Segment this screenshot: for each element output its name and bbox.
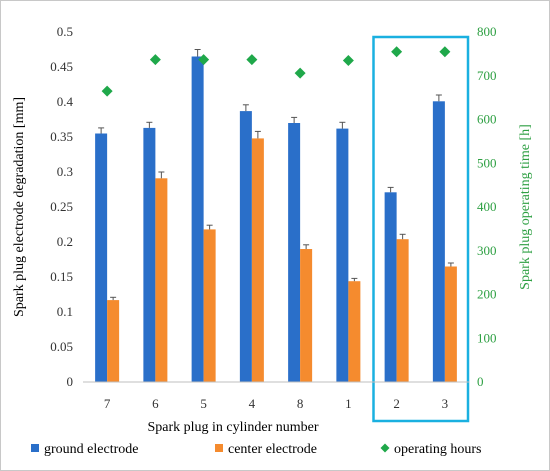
operating-hours-point [439, 46, 451, 58]
bar-center-electrode [107, 300, 120, 382]
bar-center-electrode [155, 178, 168, 382]
bar-ground-electrode [336, 128, 349, 382]
x-tick-label: 6 [152, 396, 159, 411]
highlight-box [372, 35, 470, 423]
x-tick-label: 4 [249, 396, 256, 411]
y-tick-label: 0.5 [57, 24, 73, 39]
y-tick-label: 0.1 [57, 304, 73, 319]
y2-tick-label: 600 [477, 112, 497, 127]
bar-center-electrode [251, 138, 264, 382]
x-tick-label: 7 [104, 396, 111, 411]
y2-tick-label: 300 [477, 243, 497, 258]
y2-tick-label: 500 [477, 155, 497, 170]
operating-hours-point [391, 46, 403, 58]
operating-hours-point [246, 54, 258, 66]
operating-hours-point [342, 54, 354, 66]
y-tick-label: 0.25 [50, 199, 73, 214]
operating-hours-point [294, 67, 306, 79]
y-tick-label: 0 [67, 374, 74, 389]
plot-area [95, 35, 470, 423]
y-tick-label: 0.4 [57, 94, 74, 109]
bar-center-electrode [396, 239, 409, 382]
bar-ground-electrode [191, 56, 204, 382]
bar-ground-electrode [239, 111, 252, 382]
y-tick-label: 0.3 [57, 164, 73, 179]
legend: ground electrode center electrode operatin… [31, 442, 481, 457]
bar-center-electrode [203, 229, 216, 382]
x-tick-label: 5 [200, 396, 207, 411]
y2-tick-label: 200 [477, 287, 497, 302]
y2-axis-title: Spark plug operating time [h] [518, 124, 533, 290]
bar-center-electrode [444, 266, 457, 382]
left-axis: 0 0.05 0.1 0.15 0.2 0.25 0.3 0.35 0.4 0.45 0.5 [50, 24, 73, 389]
bar-ground-electrode [95, 133, 108, 382]
x-axis-title: Spark plug in cylinder number [147, 420, 318, 435]
x-tick-label: 2 [393, 396, 400, 411]
y2-tick-label: 700 [477, 68, 497, 83]
legend-swatch [215, 444, 223, 452]
y-axis-title: Spark plug electrode degradation [mm] [12, 97, 27, 317]
y-tick-label: 0.35 [50, 129, 73, 144]
y2-tick-label: 100 [477, 330, 497, 345]
legend-label: center electrode [228, 442, 317, 457]
bar-center-electrode [300, 249, 313, 382]
bar-ground-electrode [432, 101, 445, 383]
operating-hours-point [198, 54, 210, 66]
operating-hours-point [101, 85, 113, 97]
y-tick-label: 0.15 [50, 269, 73, 284]
y-tick-label: 0.05 [50, 339, 73, 354]
bar-ground-electrode [384, 192, 397, 382]
legend-label: operating hours [394, 442, 481, 457]
legend-label: ground electrode [44, 442, 138, 457]
x-tick-label: 8 [297, 396, 304, 411]
bar-center-electrode [348, 281, 361, 382]
x-tick-label: 1 [345, 396, 352, 411]
y2-tick-label: 0 [477, 374, 484, 389]
y-tick-label: 0.45 [50, 59, 73, 74]
y2-tick-label: 800 [477, 24, 497, 39]
bar-ground-electrode [143, 127, 156, 383]
legend-swatch [31, 444, 39, 452]
y2-tick-label: 400 [477, 199, 497, 214]
operating-hours-point [149, 54, 161, 66]
y-tick-label: 0.2 [57, 234, 73, 249]
bar-ground-electrode [288, 123, 301, 382]
right-axis: 0 100 200 300 400 500 600 700 800 [477, 24, 497, 389]
legend-swatch [380, 443, 390, 453]
x-tick-label: 3 [442, 396, 449, 411]
